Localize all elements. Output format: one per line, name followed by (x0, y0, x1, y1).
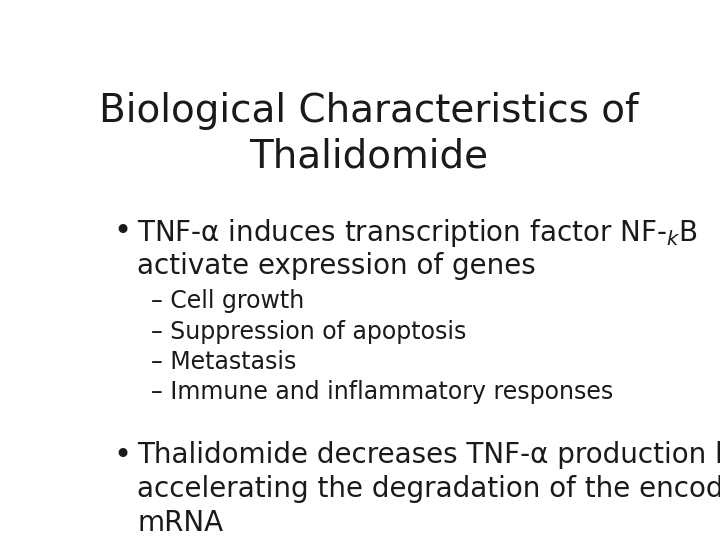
Text: – Metastasis: – Metastasis (151, 350, 297, 374)
Text: Biological Characteristics of
Thalidomide: Biological Characteristics of Thalidomid… (99, 92, 639, 176)
Text: Thalidomide decreases TNF-α production by: Thalidomide decreases TNF-α production b… (138, 441, 720, 469)
Text: accelerating the degradation of the encoding: accelerating the degradation of the enco… (138, 475, 720, 503)
Text: •: • (114, 441, 132, 470)
Text: – Cell growth: – Cell growth (151, 289, 305, 313)
Text: activate expression of genes: activate expression of genes (138, 252, 536, 280)
Text: •: • (114, 217, 132, 246)
Text: – Immune and inflammatory responses: – Immune and inflammatory responses (151, 380, 613, 404)
Text: TNF-α induces transcription factor NF-$_{k}$B: TNF-α induces transcription factor NF-$_… (138, 217, 698, 248)
Text: – Suppression of apoptosis: – Suppression of apoptosis (151, 320, 467, 343)
Text: mRNA: mRNA (138, 509, 223, 537)
